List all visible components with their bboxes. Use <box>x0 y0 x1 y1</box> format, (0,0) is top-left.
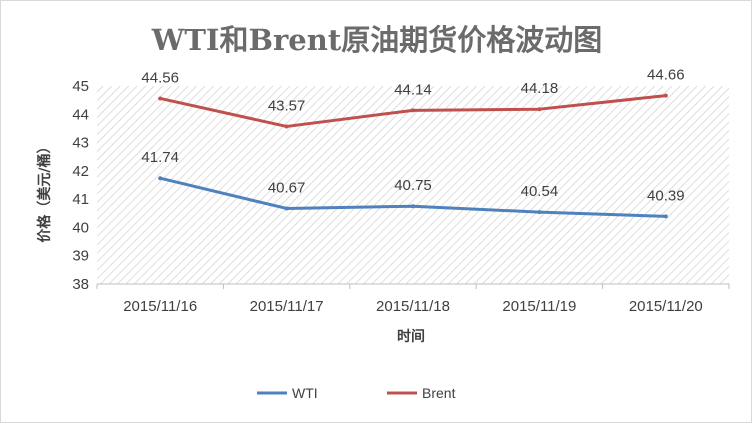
y-tick-label: 40 <box>72 219 89 236</box>
data-point-wti <box>158 176 163 181</box>
data-label-wti: 40.54 <box>521 183 559 200</box>
data-point-brent <box>537 107 542 112</box>
series-layer <box>158 93 668 219</box>
y-tick-label: 44 <box>72 106 89 123</box>
data-label-wti: 41.74 <box>141 149 179 166</box>
y-tick-label: 38 <box>72 276 89 293</box>
data-point-wti <box>411 204 415 209</box>
y-axis-title: 价格（美元/桶） <box>36 139 53 242</box>
legend: WTI Brent <box>257 385 456 401</box>
legend-label-wti: WTI <box>292 385 318 401</box>
legend-label-brent: Brent <box>422 385 456 401</box>
y-tick-label: 45 <box>72 78 89 95</box>
data-label-brent: 43.57 <box>268 97 306 114</box>
x-axis-ticks: 2015/11/16 2015/11/17 2015/11/18 2015/11/19… <box>96 284 730 315</box>
data-point-brent <box>411 108 415 113</box>
data-label-brent: 44.66 <box>647 67 685 84</box>
data-point-wti <box>537 210 542 215</box>
x-axis-title: 时间 <box>397 328 425 345</box>
y-tick-label: 41 <box>72 191 89 208</box>
x-tick-label: 2015/11/16 <box>123 298 197 315</box>
data-point-wti <box>284 206 289 211</box>
data-label-wti: 40.67 <box>268 179 306 196</box>
data-point-brent <box>663 93 668 98</box>
data-point-wti <box>663 214 668 219</box>
data-point-brent <box>158 96 163 101</box>
y-tick-label: 43 <box>72 135 89 152</box>
data-label-wti: 40.39 <box>647 187 685 204</box>
y-tick-label: 39 <box>72 248 89 265</box>
plot-area <box>97 86 729 284</box>
x-tick-label: 2015/11/19 <box>502 298 576 315</box>
chart-title: WTI和Brent原油期货价格波动图 <box>151 23 602 57</box>
y-axis-ticks: 38 39 40 41 42 43 44 45 <box>72 78 89 293</box>
x-tick-label: 2015/11/20 <box>629 298 703 315</box>
data-label-wti: 40.75 <box>394 177 432 194</box>
data-label-brent: 44.18 <box>521 80 559 97</box>
x-tick-label: 2015/11/17 <box>250 298 324 315</box>
data-label-brent: 44.14 <box>394 81 432 98</box>
data-point-brent <box>284 124 289 129</box>
data-labels: 41.74 40.67 40.75 40.54 40.39 44.56 43.57 44.14… <box>141 67 684 205</box>
y-tick-label: 42 <box>72 163 89 180</box>
data-label-brent: 44.56 <box>141 69 179 86</box>
x-tick-label: 2015/11/18 <box>376 298 450 315</box>
